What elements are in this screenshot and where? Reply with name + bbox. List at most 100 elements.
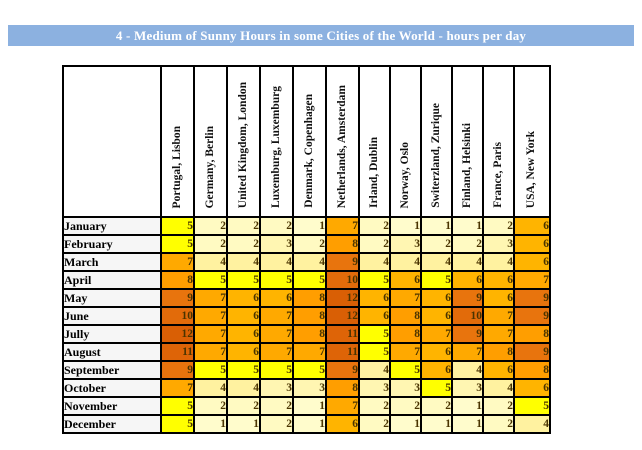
row-label-month: May (62, 288, 162, 308)
value-cell: 5 (226, 360, 261, 380)
value-cell: 4 (226, 378, 261, 398)
value-cell: 10 (451, 306, 484, 326)
column-header-label: USA, New York (525, 130, 538, 208)
value-cell: 7 (513, 270, 551, 290)
value-cell: 7 (389, 342, 422, 362)
value-cell: 8 (325, 234, 360, 254)
value-cell: 7 (259, 324, 294, 344)
value-cell: 6 (482, 360, 515, 380)
table-row: April 8 5 5 5 5 10 5 6 5 6 6 7 (62, 270, 551, 290)
value-cell: 6 (513, 234, 551, 254)
value-cell: 1 (420, 414, 453, 434)
value-cell: 6 (513, 378, 551, 398)
value-cell: 7 (451, 342, 484, 362)
value-cell: 5 (259, 360, 294, 380)
value-cell: 4 (292, 252, 327, 272)
row-label-month: March (62, 252, 162, 272)
value-cell: 5 (292, 270, 327, 290)
value-cell: 2 (259, 414, 294, 434)
column-header-label: France, Paris (491, 142, 504, 208)
value-cell: 5 (160, 414, 195, 434)
value-cell: 2 (292, 234, 327, 254)
value-cell: 10 (325, 270, 360, 290)
value-cell: 7 (160, 378, 195, 398)
column-header-label: Portugal, Lisbon (170, 125, 183, 208)
column-header: Germany, Berlin (193, 65, 228, 218)
row-label-month: Jully (62, 324, 162, 344)
value-cell: 1 (451, 216, 484, 236)
value-cell: 2 (226, 216, 261, 236)
value-cell: 2 (420, 234, 453, 254)
table-header: Portugal, Lisbon Germany, Berlin United Ki… (62, 65, 551, 218)
value-cell: 1 (193, 414, 228, 434)
value-cell: 4 (482, 378, 515, 398)
value-cell: 7 (325, 396, 360, 416)
value-cell: 9 (513, 288, 551, 308)
value-cell: 8 (389, 306, 422, 326)
value-cell: 2 (420, 396, 453, 416)
value-cell: 9 (513, 342, 551, 362)
value-cell: 6 (420, 342, 453, 362)
column-header: France, Paris (482, 65, 515, 218)
value-cell: 12 (160, 324, 195, 344)
value-cell: 5 (389, 360, 422, 380)
row-label-month: November (62, 396, 162, 416)
row-label-month: June (62, 306, 162, 326)
value-cell: 6 (482, 288, 515, 308)
column-header-label: Netherlands, Amsterdam (335, 84, 348, 208)
column-header-label: Irland, Dublin (367, 137, 380, 208)
table-row: October 7 4 4 3 3 8 3 3 5 3 4 6 (62, 378, 551, 398)
table-title: 4 - Medium of Sunny Hours in some Cities… (8, 25, 634, 46)
value-cell: 7 (193, 324, 228, 344)
value-cell: 6 (451, 270, 484, 290)
value-cell: 2 (226, 234, 261, 254)
value-cell: 5 (160, 396, 195, 416)
value-cell: 4 (259, 252, 294, 272)
value-cell: 6 (482, 270, 515, 290)
value-cell: 1 (451, 414, 484, 434)
value-cell: 5 (226, 270, 261, 290)
value-cell: 2 (482, 414, 515, 434)
row-label-month: April (62, 270, 162, 290)
value-cell: 5 (358, 324, 391, 344)
value-cell: 1 (292, 414, 327, 434)
column-header: Irland, Dublin (358, 65, 391, 218)
column-header-label: Denmark, Copenhagen (302, 94, 315, 208)
table-row: February 5 2 2 3 2 8 2 3 2 2 3 6 (62, 234, 551, 254)
value-cell: 2 (451, 234, 484, 254)
value-cell: 8 (160, 270, 195, 290)
column-header: Netherlands, Amsterdam (325, 65, 360, 218)
value-cell: 7 (482, 324, 515, 344)
value-cell: 9 (325, 360, 360, 380)
value-cell: 2 (358, 234, 391, 254)
value-cell: 4 (358, 360, 391, 380)
value-cell: 5 (358, 270, 391, 290)
table-row: August 11 7 6 7 7 11 5 7 6 7 8 9 (62, 342, 551, 362)
value-cell: 6 (358, 288, 391, 308)
value-cell: 7 (325, 216, 360, 236)
value-cell: 3 (482, 234, 515, 254)
table-row: May 9 7 6 6 8 12 6 7 6 9 6 9 (62, 288, 551, 308)
header-row: Portugal, Lisbon Germany, Berlin United Ki… (62, 65, 551, 218)
table-row: March 7 4 4 4 4 9 4 4 4 4 4 6 (62, 252, 551, 272)
value-cell: 4 (193, 378, 228, 398)
value-cell: 1 (420, 216, 453, 236)
value-cell: 4 (513, 414, 551, 434)
value-cell: 5 (160, 216, 195, 236)
value-cell: 1 (389, 216, 422, 236)
row-label-month: December (62, 414, 162, 434)
value-cell: 9 (160, 288, 195, 308)
value-cell: 6 (513, 252, 551, 272)
value-cell: 4 (451, 252, 484, 272)
row-label-month: February (62, 234, 162, 254)
column-header: Luxemburg, Luxemburg (259, 65, 294, 218)
row-label-month: August (62, 342, 162, 362)
value-cell: 4 (389, 252, 422, 272)
value-cell: 9 (513, 306, 551, 326)
value-cell: 7 (193, 342, 228, 362)
value-cell: 2 (358, 396, 391, 416)
column-header: USA, New York (513, 65, 551, 218)
value-cell: 3 (259, 234, 294, 254)
value-cell: 6 (226, 342, 261, 362)
value-cell: 4 (193, 252, 228, 272)
